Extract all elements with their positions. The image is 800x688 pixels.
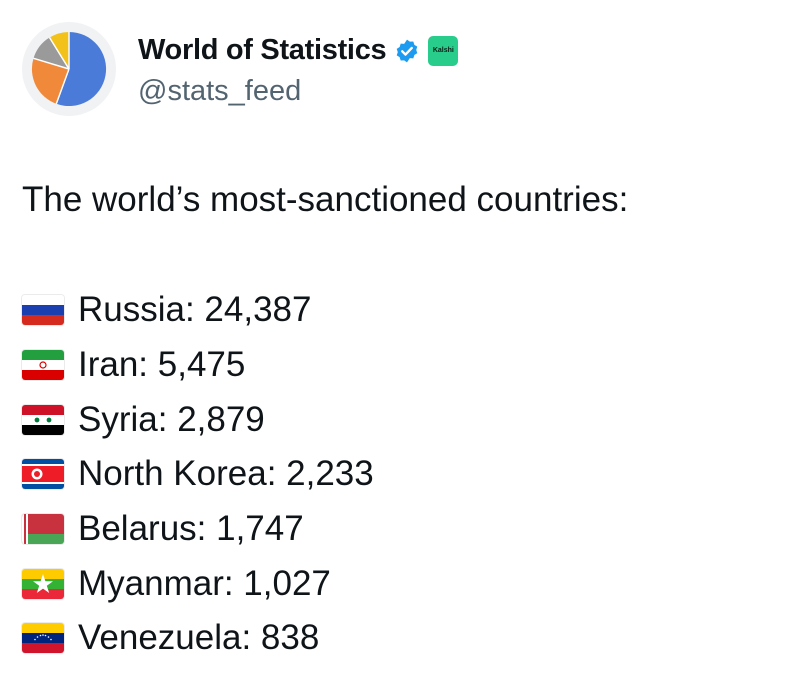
list-item: Myanmar: 1,027	[22, 556, 374, 611]
list-item-text: North Korea: 2,233	[78, 454, 374, 494]
display-name[interactable]: World of Statistics	[138, 34, 387, 66]
account-meta: World of Statistics Kalshi @stats_feed	[138, 34, 459, 108]
list-item: Iran: 5,475	[22, 338, 374, 393]
venezuela-flag-icon	[22, 623, 64, 654]
list-item: Venezuela: 838	[22, 611, 374, 666]
north-korea-flag-icon	[22, 459, 64, 490]
list-item-text: Venezuela: 838	[78, 618, 320, 658]
list-item: North Korea: 2,233	[22, 447, 374, 502]
affiliate-badge[interactable]: Kalshi	[428, 35, 459, 66]
post-headline: The world’s most-sanctioned countries:	[22, 180, 629, 219]
affiliate-badge-label: Kalshi	[432, 47, 454, 54]
syria-flag-icon	[22, 404, 64, 435]
post-header: World of Statistics Kalshi @stats_feed	[22, 22, 459, 116]
iran-flag-icon	[22, 350, 64, 381]
list-item: Syria: 2,879	[22, 392, 374, 447]
myanmar-flag-icon	[22, 568, 64, 599]
list-item-text: Myanmar: 1,027	[78, 563, 331, 603]
list-item-text: Iran: 5,475	[78, 345, 246, 385]
account-handle[interactable]: @stats_feed	[138, 75, 302, 107]
verified-badge-icon[interactable]	[394, 38, 420, 64]
list-item: Belarus: 1,747	[22, 502, 374, 557]
country-list: Russia: 24,387 Iran: 5,475 Syria: 2,879	[22, 283, 374, 666]
belarus-flag-icon	[22, 514, 64, 545]
avatar[interactable]	[22, 22, 116, 116]
list-item-text: Russia: 24,387	[78, 290, 312, 330]
russia-flag-icon	[22, 295, 64, 326]
name-row: World of Statistics Kalshi	[138, 34, 459, 67]
list-item: Russia: 24,387	[22, 283, 374, 338]
list-item-text: Syria: 2,879	[78, 399, 265, 439]
list-item-text: Belarus: 1,747	[78, 509, 304, 549]
pie-chart-icon	[31, 31, 107, 107]
